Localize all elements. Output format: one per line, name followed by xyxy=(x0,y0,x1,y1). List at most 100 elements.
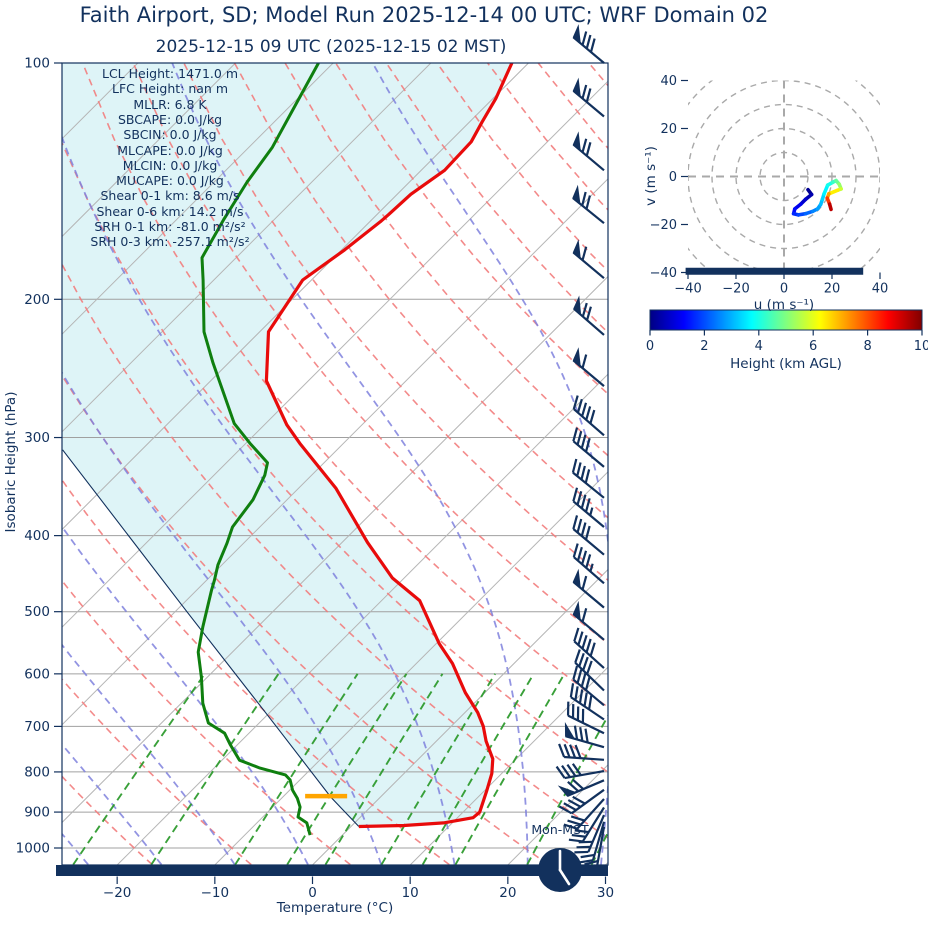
wind-barb xyxy=(578,821,606,864)
isotherm-line xyxy=(62,275,608,824)
wind-barb xyxy=(555,763,605,780)
height-colorbar: 0 2 4 6 8 10 xyxy=(646,309,928,354)
y-tick-label: 600 xyxy=(24,666,50,682)
isotherm-line xyxy=(62,63,529,531)
stat-line: SRH 0-1 km: -81.0 m²/s² xyxy=(94,219,246,234)
x-tick-label: −10 xyxy=(201,885,230,901)
wind-barb xyxy=(572,543,605,585)
mixing-ratio-line xyxy=(286,673,408,865)
dry-adiabat-line xyxy=(62,262,608,840)
stat-line: SRH 0-3 km: -257.1 m²/s² xyxy=(90,234,250,250)
isotherm-line xyxy=(116,373,608,865)
x-tick-label: 20 xyxy=(499,885,516,901)
skewt-y-axis-label: Isobaric Height (hPa) xyxy=(3,391,19,533)
dry-adiabat-line xyxy=(588,63,608,87)
stat-line: MLCIN: 0.0 J/kg xyxy=(122,157,218,173)
wind-barb xyxy=(574,649,605,692)
stat-line: SBCIN: 0.0 J/kg xyxy=(123,127,217,143)
mixing-ratio-line xyxy=(526,713,608,865)
hodograph-x-axis-label: u (m s⁻¹) xyxy=(753,297,815,313)
isotherm-line xyxy=(312,568,608,865)
moist-adiabat-line xyxy=(62,371,383,865)
wind-barb xyxy=(572,184,605,225)
stat-line: LFC Height: nan m xyxy=(111,81,228,97)
wind-barb xyxy=(573,627,605,669)
isotherm-line xyxy=(62,63,432,433)
y-tick-label: 300 xyxy=(24,430,50,446)
moist-adiabat-line xyxy=(171,63,529,865)
parcel-profile-line xyxy=(62,449,360,827)
y-tick-label: 100 xyxy=(24,56,50,72)
wind-barb xyxy=(572,600,605,641)
dry-adiabat-line xyxy=(62,478,450,865)
wind-barb xyxy=(572,568,605,609)
colorbar-tick-label: 8 xyxy=(863,339,871,354)
wind-barb xyxy=(572,515,605,556)
hodograph-x-tick-label: −40 xyxy=(674,282,701,297)
wind-barb xyxy=(572,239,605,280)
surface-clock-label: Mon-MST xyxy=(531,822,589,837)
wind-barb xyxy=(583,826,606,871)
colorbar-tick-label: 2 xyxy=(700,339,708,354)
isotherm-line xyxy=(214,471,608,865)
wind-barb xyxy=(566,701,605,735)
y-tick-label: 700 xyxy=(24,719,50,735)
y-tick-label: 200 xyxy=(24,292,50,308)
skewt-x-axis-label: Temperature (°C) xyxy=(276,900,394,916)
wind-barb xyxy=(569,683,605,721)
hodograph-x-tick-label: 20 xyxy=(824,282,841,297)
isotherm-line xyxy=(62,80,608,628)
mixing-ratio-line xyxy=(454,673,566,865)
stat-line: Shear 0-1 km: 8.6 m/s xyxy=(100,188,240,204)
moist-adiabat-line xyxy=(674,63,745,865)
stat-line: SBCAPE: 0.0 J/kg xyxy=(117,111,223,127)
wind-barb xyxy=(572,77,605,118)
dry-adiabat-line xyxy=(436,63,608,273)
x-tick-label: 30 xyxy=(597,885,614,901)
isotherm-line xyxy=(409,666,608,865)
y-tick-label: 900 xyxy=(24,805,50,821)
dry-adiabat-line xyxy=(62,373,549,865)
figure-subtitle: 2025-12-15 09 UTC (2025-12-15 02 MST) xyxy=(155,37,507,57)
dry-adiabat-line xyxy=(183,63,608,582)
colorbar-tick-label: 6 xyxy=(809,339,817,354)
colorbar-tick-label: 0 xyxy=(646,339,654,354)
wind-barb-column xyxy=(555,24,606,871)
wind-barb xyxy=(558,743,605,761)
mixing-ratio-line xyxy=(150,673,280,865)
colorbar-gradient xyxy=(649,309,923,331)
hodograph-ring xyxy=(688,80,880,273)
mixing-ratio-line xyxy=(380,673,496,865)
colorbar-tick-label: 10 xyxy=(914,339,928,354)
dewpoint-curve xyxy=(196,63,320,836)
mixing-ratio-line xyxy=(421,673,535,865)
stat-line: Shear 0-6 km: 14.2 m/s xyxy=(96,203,244,219)
x-tick-label: −20 xyxy=(103,885,132,901)
dry-adiabat-line xyxy=(284,63,608,457)
temperature-curve xyxy=(264,63,514,829)
wind-barb xyxy=(564,722,605,749)
hodograph-y-tick-label: 20 xyxy=(660,122,677,137)
stat-line: MLCAPE: 0.0 J/kg xyxy=(117,142,223,158)
wind-barb xyxy=(557,778,605,797)
hodograph-x-tick-label: 0 xyxy=(780,282,788,297)
dry-adiabat-line xyxy=(62,141,608,774)
hodograph-y-tick-label: 0 xyxy=(669,170,677,185)
dry-adiabat-line xyxy=(62,579,351,865)
stat-line: LCL Height: 1471.0 m xyxy=(101,66,239,81)
colorbar-label: Height (km AGL) xyxy=(730,356,842,372)
colorbar-tick-label: 4 xyxy=(755,339,763,354)
skewt-axes: −20 −10 0 10 20 30 100 200 300 400 500 600 700 800 900… xyxy=(16,56,614,902)
wind-barb xyxy=(572,665,605,707)
mixing-ratio-line xyxy=(590,830,608,865)
y-tick-label: 500 xyxy=(24,604,50,620)
moist-adiabat-line xyxy=(62,134,456,865)
wind-barb xyxy=(572,395,605,437)
y-tick-label: 1000 xyxy=(16,841,50,857)
moist-adiabat-line xyxy=(371,63,608,865)
stat-line: MLLR: 6.8 K xyxy=(133,96,207,112)
clock-icon xyxy=(538,848,582,892)
mixing-ratio-line xyxy=(234,673,359,865)
wind-barb xyxy=(572,487,605,528)
